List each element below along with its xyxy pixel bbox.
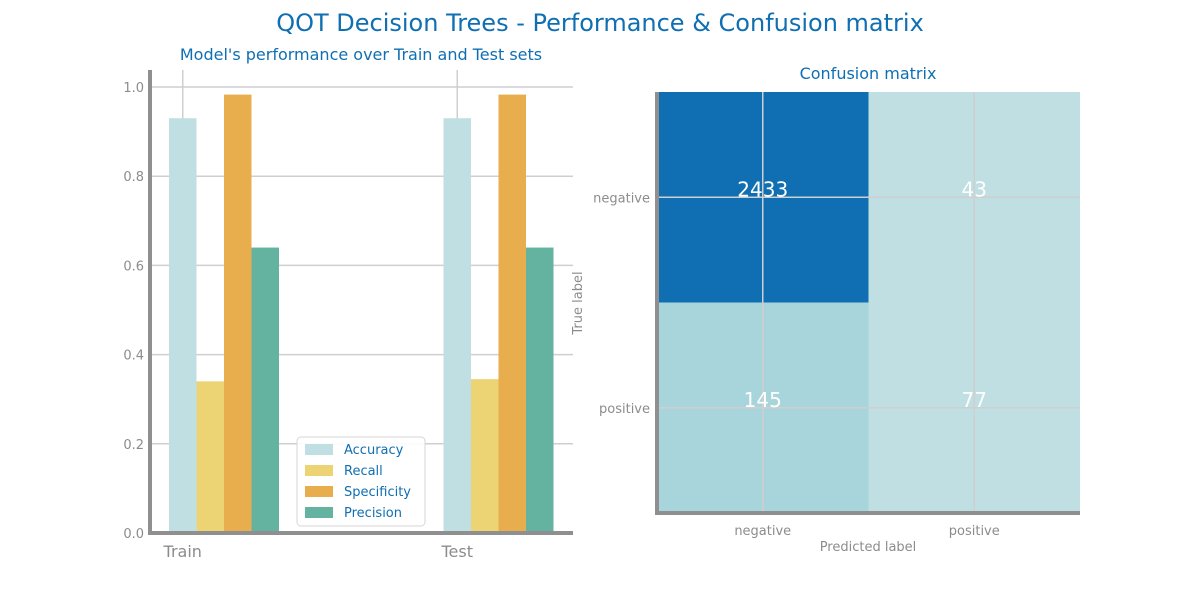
bar-ytick-label: 0.2 [123,438,144,453]
confusion-matrix-ylabel: True label [571,271,586,335]
bar-category-label: Train [163,542,202,561]
confusion-matrix-xlabel: Predicted label [820,540,917,555]
cm-ytick-label: positive [599,402,650,417]
legend-swatch-specificity [305,486,333,497]
bar-specificity-test [498,94,526,533]
bar-accuracy-train [169,118,197,533]
figure-title: QOT Decision Trees - Performance & Confu… [276,9,924,37]
bar-chart-legend: Accuracy Recall Specificity Precision [296,436,426,527]
confusion-matrix-axes: negative positive negative positive [593,92,1080,539]
confusion-matrix-cells: 2433 43 145 77 [657,92,1080,513]
bar-recall-test [471,379,499,533]
legend-label-precision: Precision [344,506,402,521]
bar-accuracy-test [443,118,471,533]
legend-box [296,436,426,527]
confusion-matrix-title: Confusion matrix [800,64,937,83]
legend-label-accuracy: Accuracy [344,443,404,458]
cm-xtick-label: negative [734,524,791,539]
bar-chart-axes: 0.0 0.2 0.4 0.6 0.8 1.0 Train Test [123,70,573,561]
legend-swatch-accuracy [305,444,333,455]
bar-chart-bars [169,94,554,533]
cm-value-positive-negative: 145 [744,388,782,412]
bar-ytick-label: 0.0 [123,527,144,542]
bar-specificity-train [224,94,252,533]
bar-ytick-label: 1.0 [123,81,144,96]
bar-precision-test [526,247,554,533]
cm-value-negative-negative: 2433 [737,177,788,201]
legend-label-specificity: Specificity [344,485,411,500]
cm-xtick-label: positive [949,524,1000,539]
legend-label-recall: Recall [344,464,383,479]
bar-ytick-label: 0.4 [123,349,144,364]
legend-swatch-recall [305,465,333,476]
legend-swatch-precision [305,507,333,518]
bar-precision-train [251,247,279,533]
bar-recall-train [196,381,224,533]
cm-value-negative-positive: 43 [962,177,987,201]
bar-category-label: Test [440,542,473,561]
bar-chart-title: Model's performance over Train and Test … [180,45,542,64]
bar-ytick-label: 0.8 [123,170,144,185]
bar-ytick-label: 0.6 [123,259,144,274]
confusion-matrix-panel: Confusion matrix 2433 43 145 77 negative pos… [571,64,1080,555]
bar-chart-panel: Model's performance over Train and Test … [123,45,573,561]
cm-value-positive-positive: 77 [962,388,987,412]
cm-ytick-label: negative [593,191,650,206]
